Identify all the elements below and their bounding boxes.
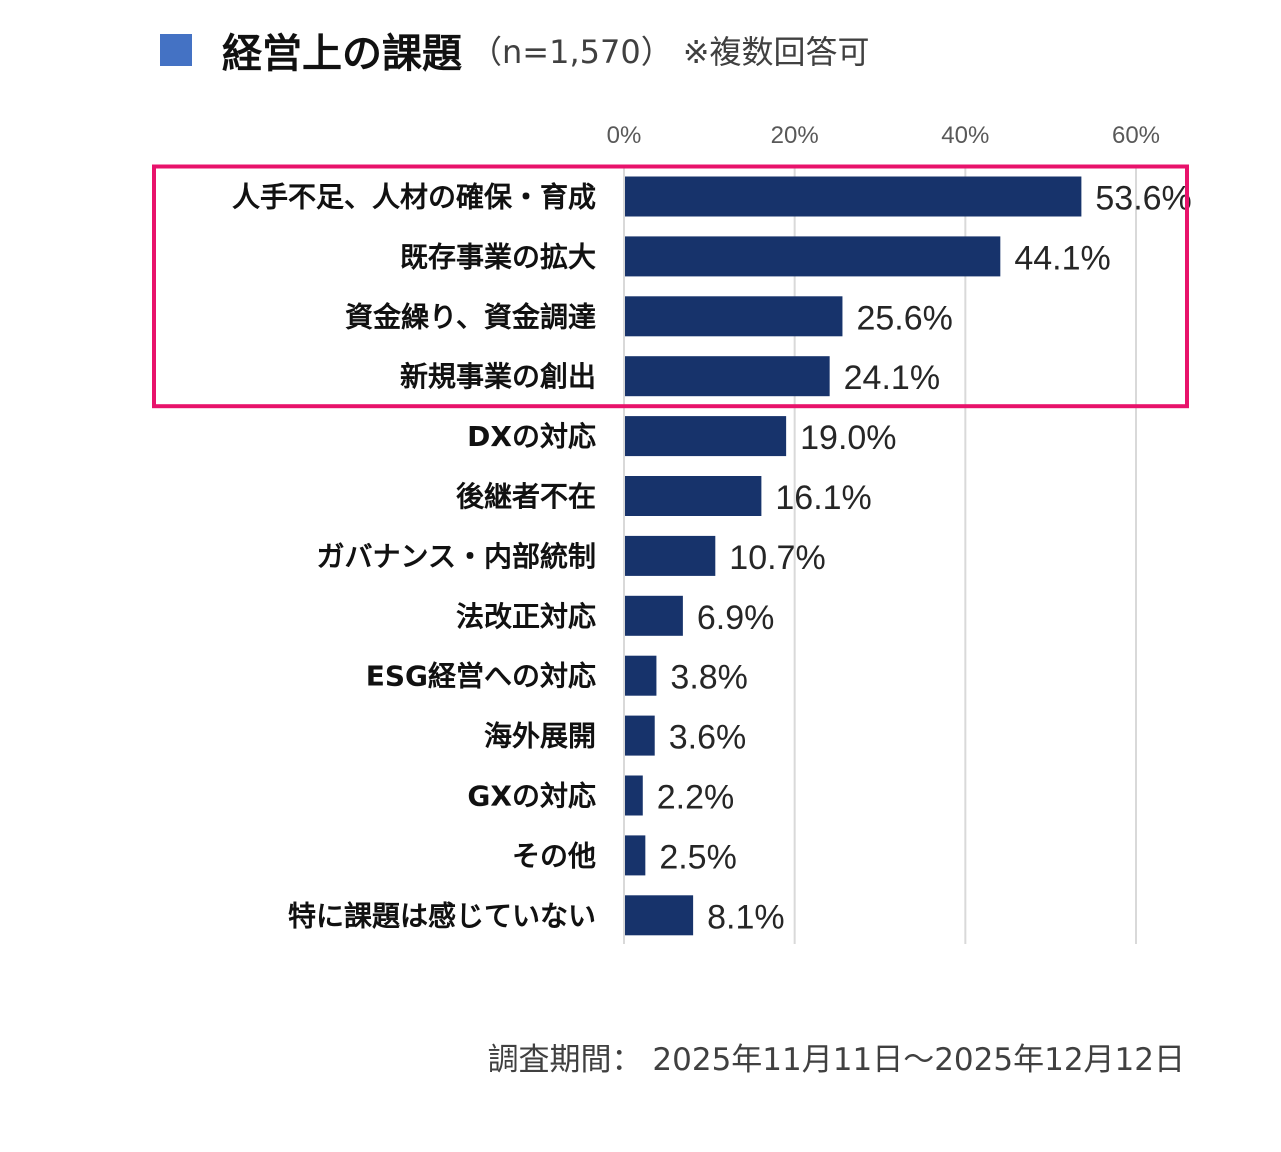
data-label: 3.8% xyxy=(670,659,748,697)
category-label: 既存事業の拡大 xyxy=(400,240,596,273)
category-label: DXの対応 xyxy=(467,420,596,453)
data-label: 53.6% xyxy=(1095,180,1191,218)
x-tick-label: 40% xyxy=(941,122,989,149)
data-label: 19.0% xyxy=(800,419,896,457)
data-label: 10.7% xyxy=(729,539,825,577)
bar xyxy=(625,655,657,696)
bar xyxy=(625,416,787,457)
category-label: ESG経営への対応 xyxy=(366,660,596,693)
bar xyxy=(625,835,646,876)
data-label: 24.1% xyxy=(844,359,940,397)
bar xyxy=(625,535,716,576)
bar xyxy=(625,775,643,816)
category-label: 後継者不在 xyxy=(456,480,596,513)
x-tick-label: 60% xyxy=(1112,122,1160,149)
data-label: 16.1% xyxy=(775,479,871,517)
survey-period: 調査期間： 2025年11月11日～2025年12月12日 xyxy=(487,1042,1185,1078)
bar xyxy=(625,895,694,936)
category-label: 人手不足、人材の確保・育成 xyxy=(232,181,596,214)
data-label: 6.9% xyxy=(697,599,775,637)
bar xyxy=(625,236,1001,277)
chart-title-row: 経営上の課題 （n=1,570） ※複数回答可 xyxy=(160,22,870,78)
multiple-answer-note: ※複数回答可 xyxy=(682,33,870,71)
x-tick-label: 20% xyxy=(771,122,819,149)
data-label: 3.6% xyxy=(669,719,747,757)
bars xyxy=(625,176,1082,936)
chart-title: 経営上の課題 xyxy=(222,31,462,77)
bar xyxy=(625,715,655,756)
category-label: ガバナンス・内部統制 xyxy=(317,540,596,573)
sample-size: （n=1,570） xyxy=(470,33,673,71)
bar xyxy=(625,176,1082,217)
category-label: その他 xyxy=(512,839,596,872)
value-labels: 53.6% 44.1% 25.6% 24.1% 19.0% 16.1% 10.7% 6.9% 3… xyxy=(657,180,1192,937)
category-label: 新規事業の創出 xyxy=(400,360,596,393)
highlight-box xyxy=(152,164,1189,409)
highlight-rectangle xyxy=(152,164,1189,409)
data-label: 2.2% xyxy=(657,779,735,817)
data-label: 44.1% xyxy=(1014,239,1110,277)
bar xyxy=(625,356,830,397)
gridlines xyxy=(623,166,1137,944)
bar-chart: 0% 20% 40% 60% 人手不足、人材の確保・育成既存事業の拡大資金繰り、資金調… xyxy=(152,122,1192,944)
axis-ticks: 0% 20% 40% 60% xyxy=(607,122,1160,149)
category-label: GXの対応 xyxy=(467,780,596,813)
bar xyxy=(625,476,762,516)
data-label: 8.1% xyxy=(707,898,785,936)
category-label: 特に課題は感じていない xyxy=(288,899,596,932)
bar xyxy=(625,595,683,636)
category-label: 資金繰り、資金調達 xyxy=(345,300,596,333)
data-label: 25.6% xyxy=(856,299,952,337)
legend-square-icon xyxy=(160,34,192,66)
data-label: 2.5% xyxy=(659,838,737,876)
bar xyxy=(625,296,843,337)
category-label: 法改正対応 xyxy=(456,600,596,633)
category-label: 海外展開 xyxy=(484,720,596,753)
x-tick-label: 0% xyxy=(607,122,642,149)
